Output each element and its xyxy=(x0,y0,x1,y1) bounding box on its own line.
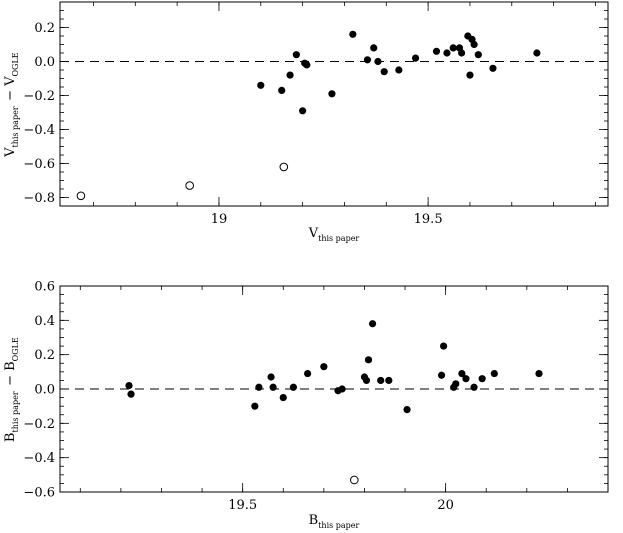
data-point-filled xyxy=(470,40,478,49)
data-point-filled xyxy=(267,373,275,381)
x-tick-label: 20 xyxy=(437,498,454,513)
y-tick-label: 0.6 xyxy=(34,280,55,295)
y-tick-label: −0.2 xyxy=(23,89,55,104)
data-point-filled xyxy=(363,56,372,64)
data-point-filled xyxy=(362,376,371,385)
data-point-filled xyxy=(320,363,328,371)
y-tick-label: 0.4 xyxy=(34,314,55,329)
data-point-open xyxy=(349,475,359,485)
data-point-filled xyxy=(304,369,312,378)
data-point-filled xyxy=(299,107,307,115)
data-point-filled xyxy=(470,383,478,391)
data-point-filled xyxy=(403,406,411,414)
data-point-filled xyxy=(458,369,466,378)
data-point-filled xyxy=(443,49,451,57)
data-point-filled xyxy=(368,320,377,328)
data-point-filled xyxy=(269,383,277,391)
y-tick-label: −0.2 xyxy=(23,417,55,432)
data-point-filled xyxy=(279,393,287,402)
data-point-filled xyxy=(303,61,311,69)
data-point-filled xyxy=(466,71,474,79)
data-point-filled xyxy=(328,90,336,98)
y-axis-title: Bthis paper − BOGLE xyxy=(3,336,20,442)
y-tick-label: 0.0 xyxy=(34,55,55,70)
y-tick-label: −0.8 xyxy=(23,191,55,206)
data-point-filled xyxy=(377,376,385,385)
data-point-filled xyxy=(374,57,382,66)
y-tick-label: −0.6 xyxy=(23,486,55,501)
data-point-filled xyxy=(533,49,541,57)
data-point-filled xyxy=(432,47,441,55)
data-point-filled xyxy=(490,369,498,378)
data-point-filled xyxy=(257,81,265,89)
x-axis-title: Bthis paper xyxy=(309,513,360,530)
panel-2: 19.5 20 −0.6 −0.4 −0.2 0.0 0.2 0.4 0.6 Bthis pape… xyxy=(3,280,609,530)
data-point-filled xyxy=(338,385,346,393)
x-tick-label: 19 xyxy=(211,212,228,227)
data-point-filled xyxy=(278,86,286,94)
data-point-filled xyxy=(411,54,420,62)
y-tick-label: −0.6 xyxy=(23,157,55,172)
y-tick-label: −0.4 xyxy=(23,451,55,466)
data-point-filled xyxy=(437,371,446,379)
data-point-filled xyxy=(349,30,357,38)
x-axis-title: Vthis paper xyxy=(308,226,360,243)
data-point-filled xyxy=(440,342,448,350)
data-point-filled xyxy=(125,381,133,390)
panel-1: 19 19.5 −0.8 −0.6 −0.4 −0.2 0.0 0.2 Vthis paper V… xyxy=(3,1,609,243)
x-tick-label: 19.5 xyxy=(414,212,443,227)
x-tick-label: 19.5 xyxy=(228,498,257,513)
data-point-filled xyxy=(255,383,263,391)
data-point-filled xyxy=(251,402,259,410)
data-point-open xyxy=(279,162,289,172)
data-point-open xyxy=(76,191,86,201)
data-point-filled xyxy=(292,51,300,59)
y-tick-label: −0.4 xyxy=(23,123,55,138)
data-point-filled xyxy=(370,44,378,52)
y-tick-label: 0.2 xyxy=(34,21,55,36)
y-tick-label: 0.0 xyxy=(34,383,55,398)
data-point-filled xyxy=(385,376,393,385)
data-point-filled xyxy=(452,380,460,388)
data-point-filled xyxy=(474,51,482,59)
y-tick-label: 0.2 xyxy=(34,348,55,363)
data-point-filled xyxy=(364,356,373,364)
y-axis-title: Vthis paper − VOGLE xyxy=(3,51,20,158)
data-point-open xyxy=(185,181,194,190)
data-point-filled xyxy=(462,375,470,383)
data-point-filled xyxy=(478,375,486,383)
data-point-filled xyxy=(535,369,543,378)
data-point-filled xyxy=(489,64,497,72)
data-point-filled xyxy=(380,68,388,76)
data-point-filled xyxy=(127,390,135,398)
plot-frame xyxy=(59,1,609,207)
data-point-filled xyxy=(449,44,457,52)
data-point-filled xyxy=(457,49,466,57)
data-point-filled xyxy=(395,66,403,74)
data-point-filled xyxy=(286,71,294,79)
data-point-filled xyxy=(289,383,298,391)
